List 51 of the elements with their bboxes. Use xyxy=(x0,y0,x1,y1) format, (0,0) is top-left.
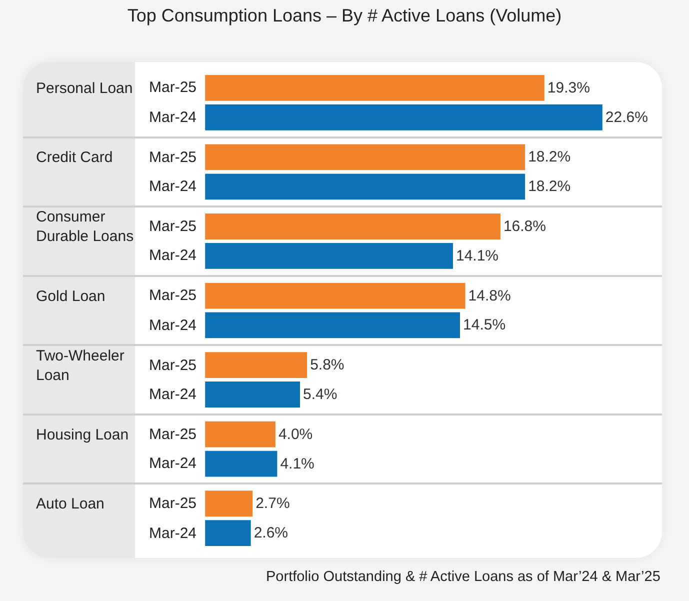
bar xyxy=(205,520,251,546)
text: Mar-24 xyxy=(149,178,197,195)
data-label: 2.6% xyxy=(254,524,288,542)
data-label: 14.8% xyxy=(468,287,511,304)
data-label: 18.2% xyxy=(528,178,571,196)
y-tick-label: Gold Loan xyxy=(36,288,106,305)
bar xyxy=(205,450,278,477)
text: Mar-25 xyxy=(149,357,197,374)
data-label: 18.2% xyxy=(528,148,571,166)
y-tick-label: Two-Wheeler Loan xyxy=(36,347,124,384)
data-label: 14.5% xyxy=(463,316,506,334)
data-label: 4.1% xyxy=(280,455,314,472)
bar xyxy=(205,421,276,448)
data-label: 5.4% xyxy=(303,386,338,404)
bar xyxy=(205,104,602,130)
y-tick-label: Housing Loan xyxy=(36,426,129,444)
text: Mar-25 xyxy=(149,149,197,166)
data-label: 4.0% xyxy=(278,426,313,443)
bar xyxy=(205,74,544,101)
bar xyxy=(205,382,300,408)
data-label: 19.3% xyxy=(547,79,590,96)
text: Mar-25 xyxy=(149,426,197,443)
bar xyxy=(205,282,466,309)
series-label: Mar-25 xyxy=(149,79,197,96)
chart-title: Top Consumption Loans – By # Active Loans (Volume) xyxy=(127,5,562,26)
text: Mar-24 xyxy=(149,386,197,403)
bar xyxy=(205,242,453,269)
text: Mar-25 xyxy=(149,287,197,304)
text: Mar-24 xyxy=(149,525,197,542)
data-label: 2.7% xyxy=(256,495,290,512)
text: Mar-24 xyxy=(149,455,197,472)
bar xyxy=(205,174,526,200)
text: Mar-25 xyxy=(149,218,197,235)
bar xyxy=(205,312,460,338)
data-label: 22.6% xyxy=(605,108,648,126)
bar xyxy=(205,214,500,240)
data-label: 14.1% xyxy=(456,247,499,264)
y-tick-label: Auto Loan xyxy=(36,496,104,513)
text: Portfolio Outstanding & # Active Loans as of Mar’24 & Mar’25 xyxy=(266,569,660,585)
bar xyxy=(205,144,526,170)
data-label: 5.8% xyxy=(310,356,344,374)
text: Mar-25 xyxy=(149,495,197,512)
bar xyxy=(205,352,308,378)
y-tick-label: Credit Card xyxy=(36,149,113,166)
data-label: 16.8% xyxy=(503,218,546,235)
text: Mar-24 xyxy=(149,317,197,334)
text: Mar-24 xyxy=(149,247,197,264)
series-label: Mar-24 xyxy=(149,109,197,126)
y-tick-label: Consumer Durable Loans xyxy=(36,208,134,246)
bar xyxy=(205,490,253,517)
y-tick-label: Personal Loan xyxy=(36,80,133,97)
